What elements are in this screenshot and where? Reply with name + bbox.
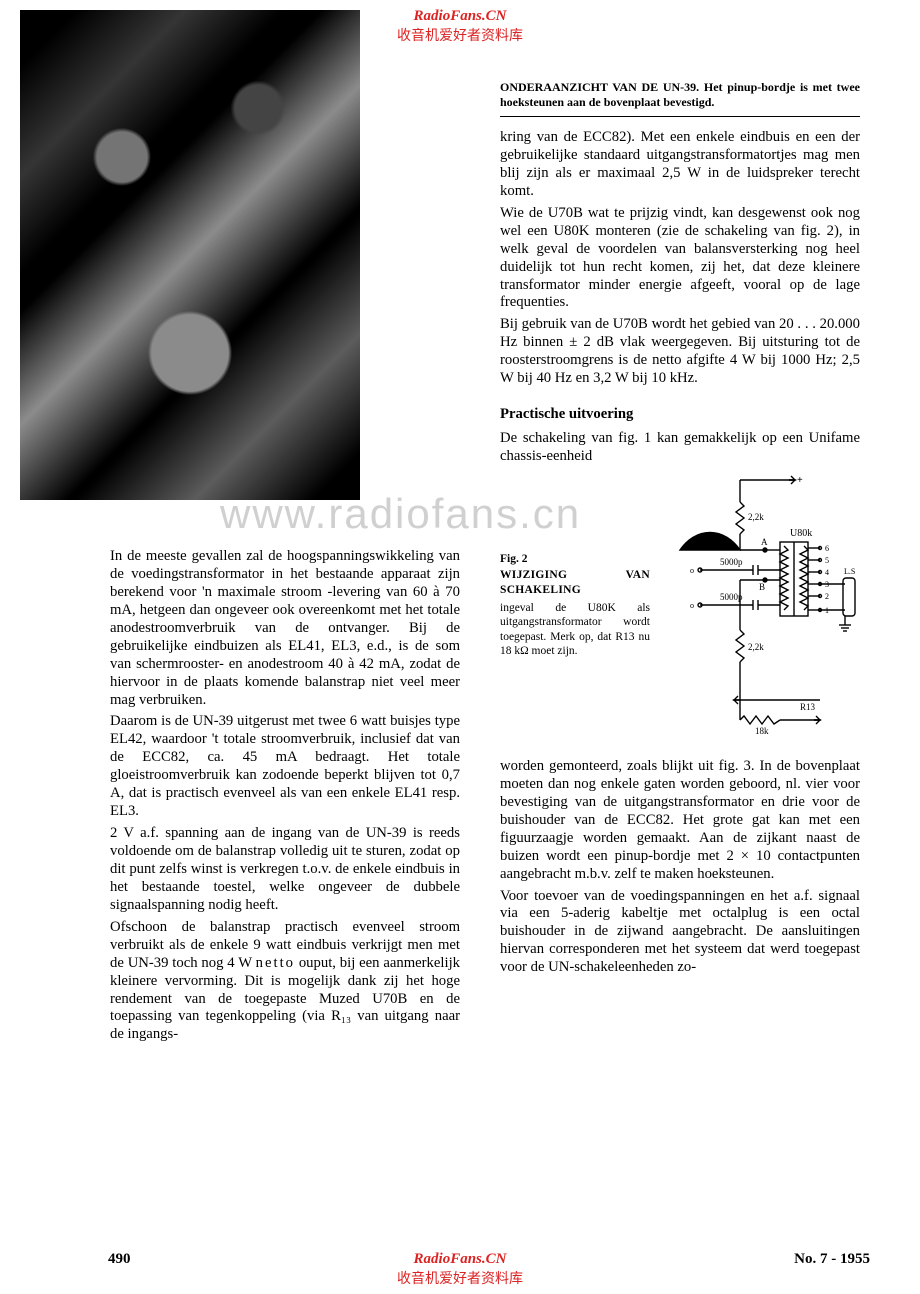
left-p4: Ofschoon de balanstrap practisch evenvee… [110, 919, 460, 1045]
fig2-schematic: + 2,2k U80k [645, 470, 860, 745]
issue-number: No. 7 - 1955 [794, 1251, 870, 1268]
svg-text:6: 6 [825, 544, 829, 553]
svg-text:o: o [690, 566, 694, 575]
right-p4: De schakeling van fig. 1 kan gemakkelijk… [500, 430, 860, 466]
watermark-sub: 收音机爱好者资料库 [397, 25, 523, 45]
left-p2: Daarom is de UN-39 uitgerust met twee 6 … [110, 713, 460, 821]
fig2-title: WIJZIGING VAN SCHAKELING [500, 568, 650, 597]
fig2-caption: Fig. 2 WIJZIGING VAN SCHAKELING ingeval … [500, 552, 650, 659]
watermark-sub-bottom: 收音机爱好者资料库 [397, 1268, 523, 1288]
left-p1: In de meeste gevallen zal de hoogspannin… [110, 548, 460, 709]
watermark-site-bottom: RadioFans.CN [397, 1251, 523, 1268]
fig2-label: Fig. 2 [500, 552, 650, 566]
fig2-text: ingeval de U80K als uitgangstransformato… [500, 602, 650, 657]
fig2-c-top: 5000p [720, 557, 743, 567]
chassis-photo [20, 10, 360, 500]
watermark-top: RadioFans.CN 收音机爱好者资料库 [397, 8, 523, 45]
fig2-r-bot: 2,2k [748, 642, 764, 652]
fig2-u80k: U80k [790, 528, 812, 539]
photo-caption: ONDERAANZICHT VAN DE UN-39. Het pinup-bo… [500, 80, 860, 110]
figure-2: Fig. 2 WIJZIGING VAN SCHAKELING ingeval … [500, 470, 860, 750]
right-p5: worden gemonteerd, zoals blijkt uit fig.… [500, 758, 860, 884]
svg-text:4: 4 [825, 568, 829, 577]
right-column: ONDERAANZICHT VAN DE UN-39. Het pinup-bo… [500, 80, 860, 981]
right-p3: Bij gebruik van de U70B wordt het gebied… [500, 316, 860, 388]
fig2-r13-val: 18k [755, 726, 769, 736]
page-number: 490 [108, 1251, 131, 1268]
caption-rule [500, 116, 860, 117]
right-p1: kring van de ECC82). Met een enkele eind… [500, 129, 860, 201]
right-p6: Voor toevoer van de voedingspanningen en… [500, 888, 860, 978]
svg-text:5: 5 [825, 556, 829, 565]
fig2-B: B [759, 582, 765, 592]
fig2-r13-name: R13 [800, 702, 816, 712]
right-p2: Wie de U70B wat te prijzig vindt, kan de… [500, 205, 860, 313]
watermark-bottom: RadioFans.CN 收音机爱好者资料库 [397, 1251, 523, 1288]
watermark-site: RadioFans.CN [397, 8, 523, 25]
left-column: In de meeste gevallen zal de hoogspannin… [110, 548, 460, 1048]
fig2-plus: + [797, 475, 803, 486]
left-p3: 2 V a.f. spanning aan de ingang van de U… [110, 825, 460, 915]
fig2-ls: L.S [844, 567, 855, 576]
fig2-A: A [761, 537, 768, 547]
svg-text:o: o [690, 601, 694, 610]
section-heading: Practische uitvoering [500, 406, 860, 424]
fig2-r-top: 2,2k [748, 512, 764, 522]
svg-text:2: 2 [825, 592, 829, 601]
